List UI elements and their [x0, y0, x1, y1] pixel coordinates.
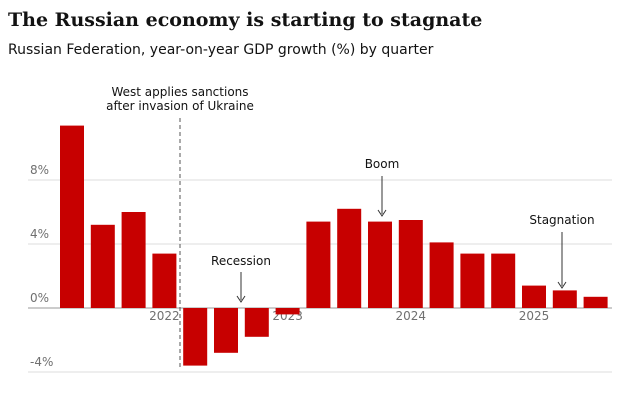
y-tick-label: 4% — [30, 227, 49, 241]
bar — [583, 296, 608, 308]
bar — [60, 125, 84, 308]
y-tick-label: 8% — [30, 163, 49, 177]
bar — [244, 308, 269, 337]
arrow-head — [557, 281, 567, 289]
y-tick-label: -4% — [30, 355, 53, 369]
bar — [183, 308, 208, 366]
bar — [368, 221, 392, 308]
bar — [522, 285, 546, 308]
bar — [552, 290, 577, 308]
y-tick-label: 0% — [30, 291, 49, 305]
arrow-head — [377, 209, 387, 217]
bar — [90, 224, 115, 308]
x-tick-label: 2024 — [396, 309, 427, 323]
bar — [152, 253, 177, 308]
annotation: after invasion of Ukraine — [106, 99, 254, 113]
annotation: Boom — [365, 157, 400, 171]
arrow-head — [236, 295, 246, 303]
x-tick-label: 2022 — [149, 309, 180, 323]
bar — [398, 220, 423, 308]
annotation: Recession — [211, 254, 271, 268]
chart-title: The Russian economy is starting to stagn… — [8, 9, 482, 31]
bar — [429, 242, 454, 308]
bar — [460, 253, 485, 308]
bar — [275, 308, 300, 315]
x-tick-label: 2025 — [519, 309, 550, 323]
bar — [306, 221, 331, 308]
bar — [121, 212, 146, 308]
bar — [337, 208, 362, 308]
bar — [491, 253, 516, 308]
bar — [214, 308, 238, 353]
annotation: Stagnation — [529, 213, 594, 227]
chart-subtitle: Russian Federation, year-on-year GDP gro… — [8, 42, 434, 58]
annotation: West applies sanctions — [111, 85, 248, 99]
